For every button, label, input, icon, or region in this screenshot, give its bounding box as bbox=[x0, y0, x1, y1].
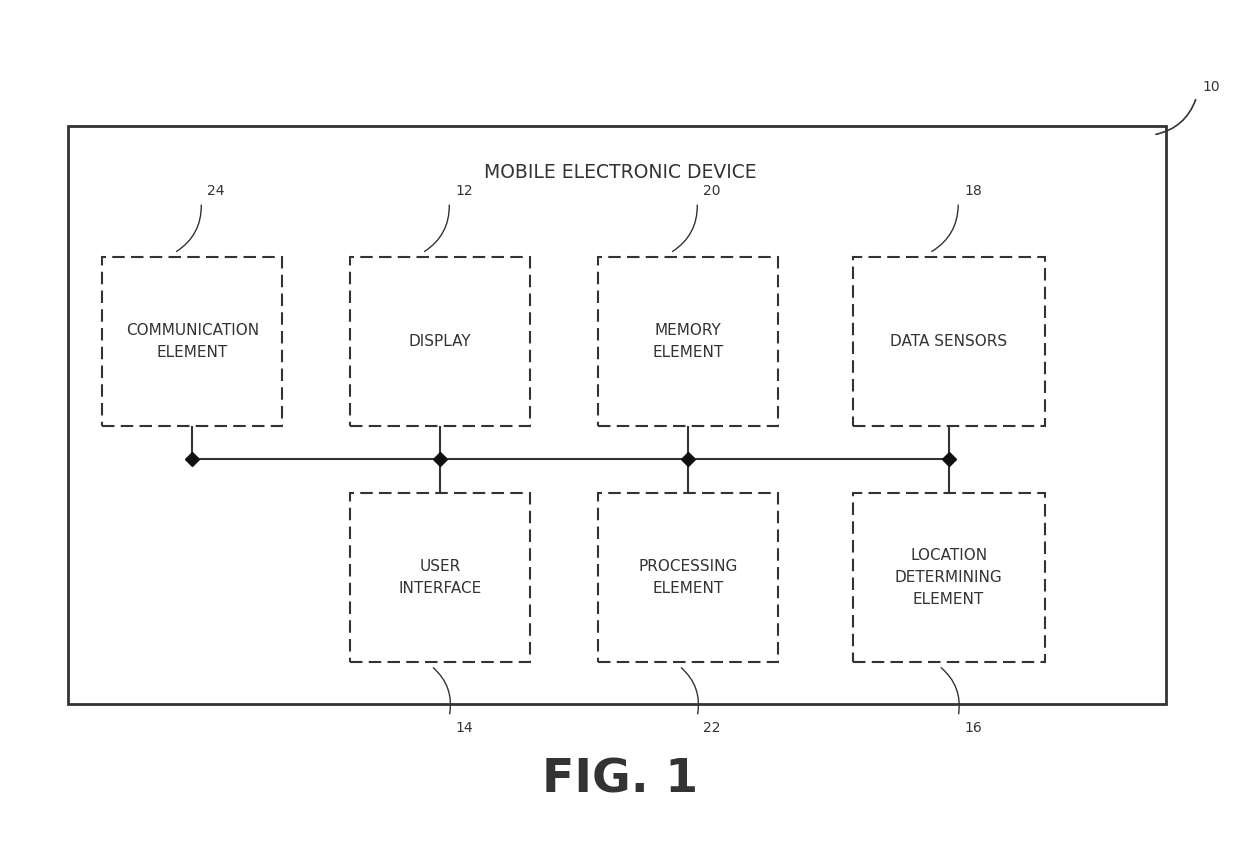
Text: 24: 24 bbox=[207, 184, 224, 198]
Text: COMMUNICATION
ELEMENT: COMMUNICATION ELEMENT bbox=[125, 323, 259, 360]
Text: LOCATION
DETERMINING
ELEMENT: LOCATION DETERMINING ELEMENT bbox=[895, 548, 1002, 607]
Text: 20: 20 bbox=[703, 184, 720, 198]
Text: 16: 16 bbox=[965, 721, 982, 735]
Text: DATA SENSORS: DATA SENSORS bbox=[890, 334, 1007, 349]
Text: 14: 14 bbox=[455, 721, 472, 735]
Bar bbox=[853, 493, 1044, 662]
Text: USER
INTERFACE: USER INTERFACE bbox=[398, 559, 482, 596]
Bar bbox=[68, 126, 1166, 704]
Text: 10: 10 bbox=[1203, 80, 1220, 94]
Text: MEMORY
ELEMENT: MEMORY ELEMENT bbox=[652, 323, 724, 360]
Text: MOBILE ELECTRONIC DEVICE: MOBILE ELECTRONIC DEVICE bbox=[484, 164, 756, 182]
Text: 18: 18 bbox=[965, 184, 982, 198]
Bar bbox=[853, 257, 1044, 426]
Text: FIG. 1: FIG. 1 bbox=[542, 757, 698, 803]
Bar bbox=[350, 257, 529, 426]
Text: 22: 22 bbox=[703, 721, 720, 735]
Bar bbox=[350, 493, 529, 662]
Bar bbox=[102, 257, 281, 426]
Text: 12: 12 bbox=[455, 184, 472, 198]
Bar bbox=[599, 257, 779, 426]
Text: DISPLAY: DISPLAY bbox=[409, 334, 471, 349]
Text: PROCESSING
ELEMENT: PROCESSING ELEMENT bbox=[639, 559, 738, 596]
Bar bbox=[599, 493, 779, 662]
